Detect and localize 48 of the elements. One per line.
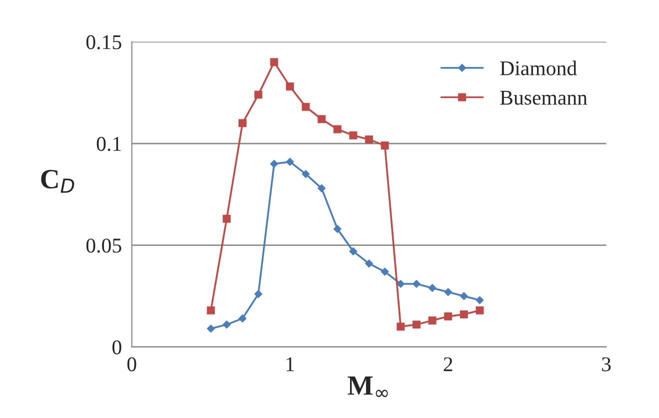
point — [476, 296, 484, 304]
point — [254, 90, 262, 99]
legend-label: Diamond — [500, 60, 577, 76]
point — [302, 170, 310, 178]
x-tick-label: 2 — [444, 357, 452, 372]
point — [286, 82, 294, 91]
point — [444, 312, 452, 320]
point — [476, 306, 484, 314]
legend-label: Busemann — [500, 90, 588, 105]
point — [238, 314, 246, 322]
point — [380, 268, 389, 276]
point — [428, 316, 436, 324]
y-axis-title: C$_{D}$ — [41, 170, 74, 193]
point — [460, 310, 468, 318]
x-tick-label: 1 — [286, 357, 294, 372]
x-tick-label: 3 — [602, 357, 611, 372]
point — [365, 260, 373, 268]
point — [302, 102, 310, 111]
point — [286, 158, 294, 166]
point — [238, 119, 247, 128]
point — [270, 58, 278, 66]
point — [206, 324, 215, 333]
y-tick-label: 0.15 — [86, 35, 122, 50]
point — [318, 184, 326, 192]
point — [412, 280, 420, 288]
point — [365, 135, 374, 144]
point — [396, 280, 405, 288]
point — [270, 160, 278, 168]
point — [428, 284, 436, 292]
point — [444, 288, 452, 296]
point — [412, 320, 420, 329]
point — [349, 131, 358, 140]
point — [396, 322, 405, 331]
x-axis-title: M$_{∞}$ — [348, 376, 388, 398]
point — [206, 306, 215, 314]
y-tick-label: 0.05 — [86, 238, 122, 253]
point — [333, 125, 342, 134]
point — [380, 142, 389, 150]
x-tick-label: 0 — [127, 357, 136, 372]
point — [254, 290, 262, 298]
point — [222, 320, 231, 329]
point — [222, 214, 231, 223]
y-tick-label: 0 — [112, 340, 122, 354]
point — [333, 224, 342, 233]
point — [460, 292, 468, 300]
point — [349, 247, 358, 256]
y-tick-label: 0.1 — [96, 136, 121, 152]
point — [318, 115, 326, 124]
